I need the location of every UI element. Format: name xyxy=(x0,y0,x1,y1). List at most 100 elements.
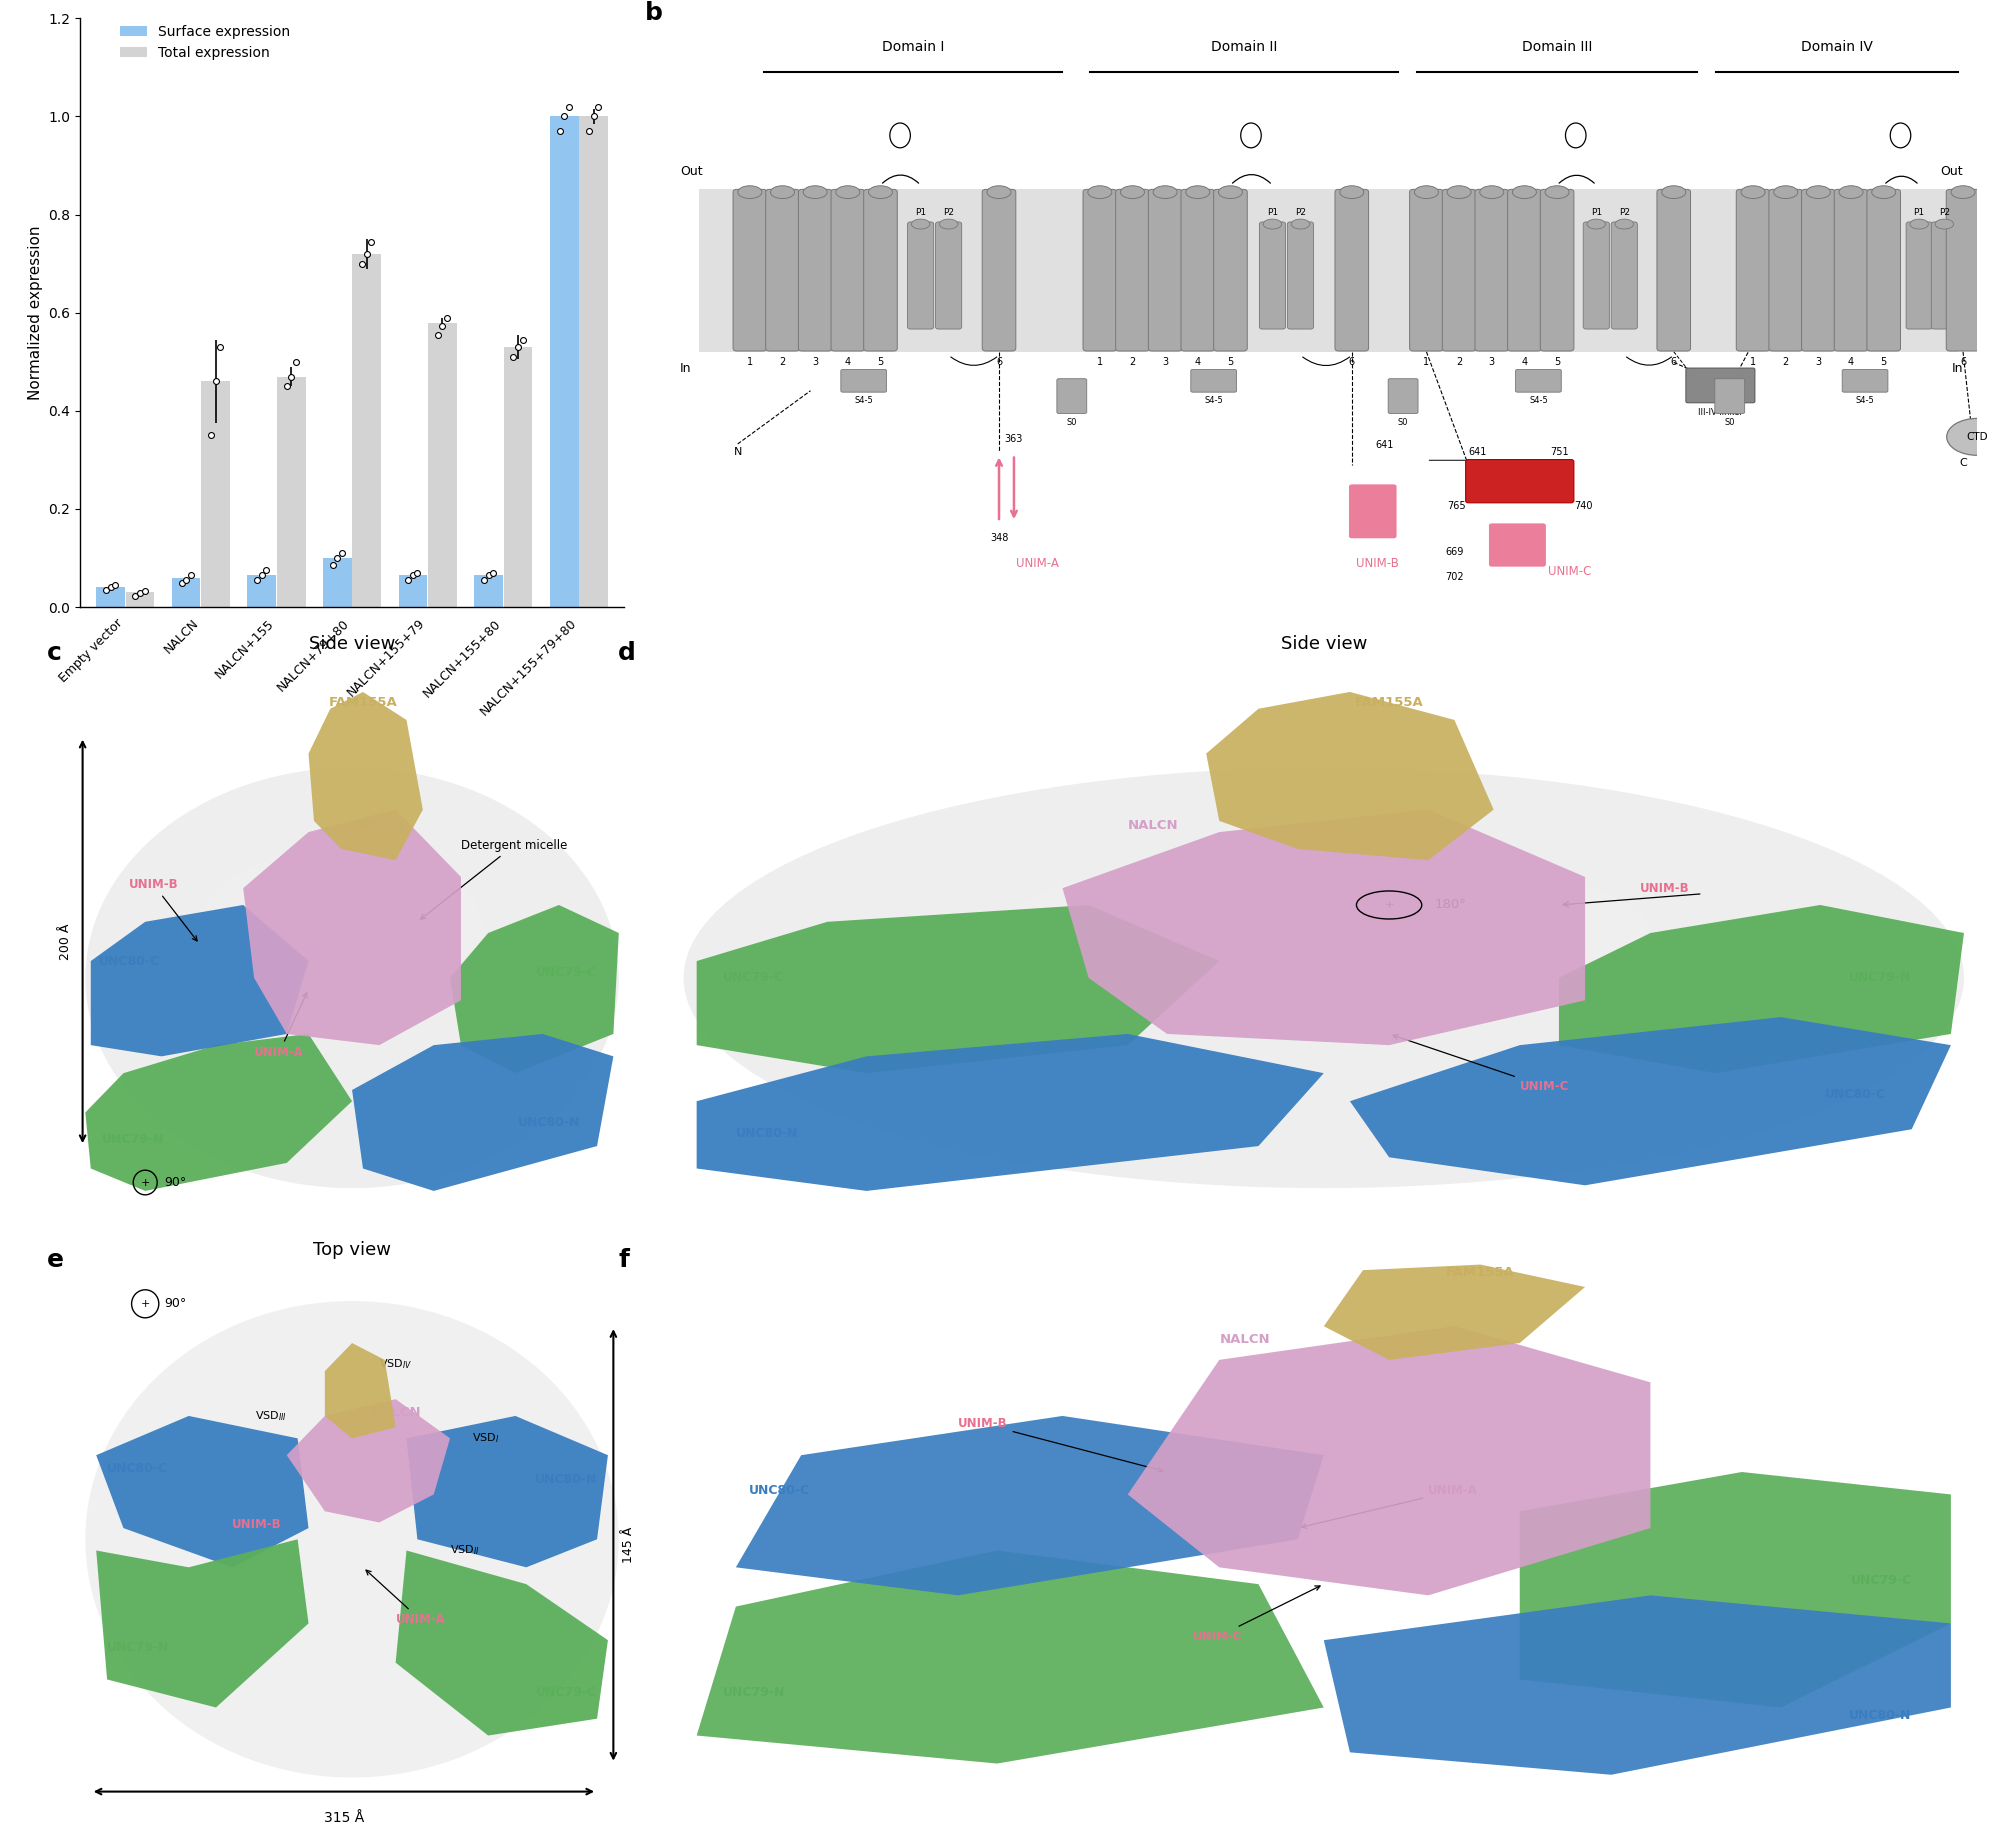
Ellipse shape xyxy=(997,855,1650,1011)
Text: 90°: 90° xyxy=(164,1298,186,1310)
FancyBboxPatch shape xyxy=(841,369,887,391)
FancyBboxPatch shape xyxy=(1116,189,1148,351)
Text: CTD: CTD xyxy=(1967,432,1987,441)
Point xyxy=(120,581,152,610)
FancyBboxPatch shape xyxy=(865,189,897,351)
Text: UNIM-C: UNIM-C xyxy=(1548,564,1592,577)
Point xyxy=(280,347,312,377)
Ellipse shape xyxy=(1891,123,1911,147)
Text: UNC79-C: UNC79-C xyxy=(535,965,597,980)
FancyBboxPatch shape xyxy=(1516,369,1562,391)
Text: UNIM-B: UNIM-B xyxy=(130,879,198,941)
Text: C: C xyxy=(1959,458,1967,469)
Polygon shape xyxy=(407,1415,607,1568)
Text: VSD$_{II}$: VSD$_{II}$ xyxy=(449,1544,479,1557)
FancyBboxPatch shape xyxy=(1801,189,1835,351)
Ellipse shape xyxy=(1480,186,1504,199)
FancyBboxPatch shape xyxy=(1288,222,1314,329)
Polygon shape xyxy=(697,1035,1324,1191)
Point xyxy=(553,92,585,121)
Text: P1: P1 xyxy=(915,208,927,217)
Text: CIH: CIH xyxy=(1508,474,1532,487)
Text: 2: 2 xyxy=(1456,357,1462,368)
Polygon shape xyxy=(1520,1472,1951,1708)
FancyBboxPatch shape xyxy=(765,189,799,351)
Text: FAM155A: FAM155A xyxy=(330,697,397,709)
Point xyxy=(355,226,387,255)
FancyBboxPatch shape xyxy=(799,189,833,351)
Text: 3: 3 xyxy=(1162,357,1168,368)
Point xyxy=(128,575,160,605)
Text: UNC79-C: UNC79-C xyxy=(723,970,785,985)
Point xyxy=(477,559,509,588)
Point xyxy=(174,561,206,590)
FancyBboxPatch shape xyxy=(907,222,935,329)
FancyBboxPatch shape xyxy=(1835,189,1867,351)
Ellipse shape xyxy=(1120,186,1144,199)
FancyBboxPatch shape xyxy=(1540,189,1574,351)
Text: UNIM-B: UNIM-B xyxy=(1640,882,1689,895)
Text: UNIM-A: UNIM-A xyxy=(254,993,308,1059)
Text: NALCN: NALCN xyxy=(353,820,405,833)
Text: 1: 1 xyxy=(1749,357,1755,368)
Point xyxy=(401,559,433,588)
FancyBboxPatch shape xyxy=(935,222,963,329)
FancyBboxPatch shape xyxy=(1612,222,1638,329)
Title: Top view: Top view xyxy=(314,1241,391,1259)
Point xyxy=(427,312,459,342)
Text: 740: 740 xyxy=(1574,500,1592,511)
Text: 200 Å: 200 Å xyxy=(58,923,72,959)
Text: In: In xyxy=(1951,362,1963,375)
Text: Domain IV: Domain IV xyxy=(1801,40,1873,53)
Text: S4-5: S4-5 xyxy=(1530,397,1548,406)
Title: Side view: Side view xyxy=(310,634,395,652)
FancyBboxPatch shape xyxy=(1334,189,1368,351)
Ellipse shape xyxy=(1662,186,1685,199)
Point xyxy=(583,92,615,121)
FancyBboxPatch shape xyxy=(1490,524,1546,566)
Text: 5: 5 xyxy=(1228,357,1234,368)
Text: UNIM-A: UNIM-A xyxy=(1302,1485,1478,1529)
Text: UNC79-N: UNC79-N xyxy=(108,1641,170,1654)
Text: 5: 5 xyxy=(1881,357,1887,368)
Polygon shape xyxy=(735,1415,1324,1595)
FancyBboxPatch shape xyxy=(1148,189,1182,351)
Text: 2: 2 xyxy=(779,357,785,368)
Text: 180°: 180° xyxy=(1434,899,1466,912)
Text: VSD$_{III}$: VSD$_{III}$ xyxy=(256,1410,288,1423)
Text: 3: 3 xyxy=(1488,357,1496,368)
Polygon shape xyxy=(351,1035,613,1191)
Point xyxy=(573,116,605,145)
FancyBboxPatch shape xyxy=(1685,368,1755,403)
Ellipse shape xyxy=(1807,186,1831,199)
Point xyxy=(196,421,228,450)
Text: UNIM-C: UNIM-C xyxy=(1192,1586,1320,1643)
Text: 641: 641 xyxy=(1376,441,1394,450)
Text: 4: 4 xyxy=(845,357,851,368)
Text: VSD$_{IV}$: VSD$_{IV}$ xyxy=(379,1356,411,1371)
Polygon shape xyxy=(1206,691,1494,860)
Text: UNC79-N: UNC79-N xyxy=(1849,970,1911,985)
Ellipse shape xyxy=(1947,419,1997,456)
Text: 5: 5 xyxy=(1554,357,1560,368)
Ellipse shape xyxy=(1546,186,1570,199)
Text: FAM155A: FAM155A xyxy=(1446,1266,1516,1279)
FancyBboxPatch shape xyxy=(1715,379,1745,414)
Ellipse shape xyxy=(1340,186,1364,199)
Text: UNC80-N: UNC80-N xyxy=(735,1127,799,1140)
Text: 765: 765 xyxy=(1448,500,1466,511)
Point xyxy=(501,333,533,362)
Text: Domain III: Domain III xyxy=(1522,40,1592,53)
Text: S0: S0 xyxy=(1725,417,1735,426)
Ellipse shape xyxy=(1448,186,1472,199)
Point xyxy=(543,116,575,145)
Bar xyxy=(351,254,381,607)
FancyBboxPatch shape xyxy=(1508,189,1542,351)
FancyBboxPatch shape xyxy=(1190,369,1236,391)
Point xyxy=(100,570,132,599)
Point xyxy=(351,239,383,268)
Point xyxy=(397,561,429,590)
Point xyxy=(124,579,156,608)
Text: UNIM-C: UNIM-C xyxy=(1394,1035,1570,1094)
Text: S0: S0 xyxy=(1066,417,1076,426)
